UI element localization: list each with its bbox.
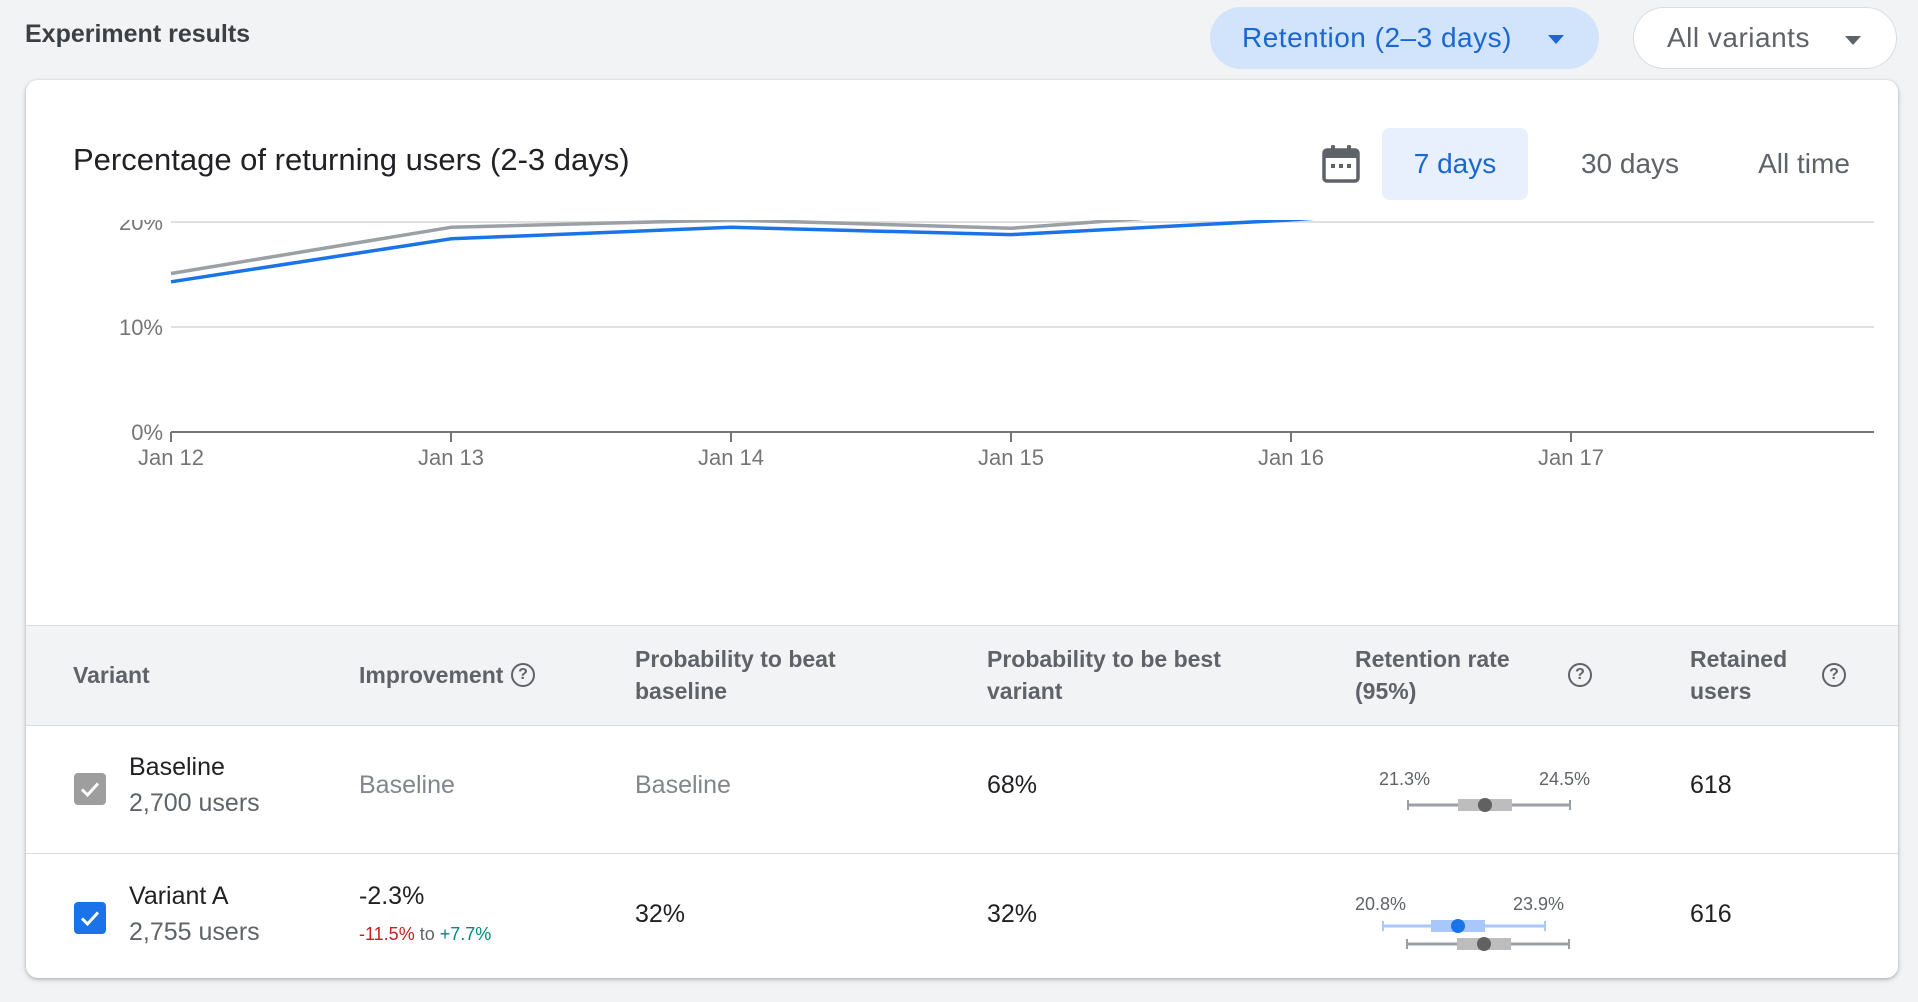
header-prob-best: Probability to be best variant bbox=[987, 646, 1221, 704]
check-icon bbox=[80, 911, 100, 927]
variant-users: 2,700 users bbox=[129, 789, 260, 817]
caret-down-icon bbox=[1845, 36, 1861, 45]
y-tick-label: 20% bbox=[119, 220, 163, 235]
prob-best-value: 32% bbox=[987, 900, 1038, 928]
header-variant: Variant bbox=[73, 662, 150, 688]
metric-dropdown[interactable]: Retention (2–3 days) bbox=[1210, 7, 1599, 69]
variant-a-series-line bbox=[170, 220, 1315, 284]
variants-dropdown[interactable]: All variants bbox=[1633, 7, 1897, 69]
baseline-series-line bbox=[170, 220, 1146, 276]
variant-users: 2,755 users bbox=[129, 918, 260, 946]
x-tick-label: Jan 17 bbox=[1538, 445, 1604, 470]
ci-low-label: 21.3% bbox=[1379, 769, 1431, 789]
page-title: Experiment results bbox=[25, 20, 251, 48]
check-icon bbox=[80, 782, 100, 798]
variant-ci-bar bbox=[1382, 919, 1570, 951]
x-tick-label: Jan 13 bbox=[418, 445, 484, 470]
prob-beat-value: 32% bbox=[635, 900, 686, 928]
x-tick-label: Jan 14 bbox=[698, 445, 764, 470]
help-icon[interactable]: ? bbox=[1822, 663, 1846, 687]
help-icon[interactable]: ? bbox=[511, 663, 535, 687]
calendar-icon[interactable] bbox=[1320, 143, 1362, 185]
results-card: Percentage of returning users (2-3 days)… bbox=[26, 80, 1898, 978]
improvement-range: -11.5% to +7.7% bbox=[359, 924, 491, 945]
header-retention-rate: Retention rate (95%) bbox=[1355, 646, 1510, 704]
header-retained-users: Retained users bbox=[1690, 646, 1788, 704]
variant-name: Baseline bbox=[129, 753, 225, 781]
chart-title: Percentage of returning users (2-3 days) bbox=[73, 142, 630, 177]
ci-low-label: 20.8% bbox=[1355, 894, 1407, 914]
header-improvement: Improvement bbox=[359, 662, 504, 688]
retained-value: 618 bbox=[1690, 771, 1732, 799]
table-header: Variant Improvement ? Probability to bea… bbox=[26, 625, 1898, 726]
variant-name: Variant A bbox=[129, 882, 229, 910]
header-prob-beat: Probability to beat baseline bbox=[635, 646, 836, 704]
range-30-days-button[interactable]: 30 days bbox=[1580, 148, 1680, 179]
y-tick-label: 0% bbox=[131, 420, 163, 445]
improvement-low: -11.5% bbox=[359, 924, 415, 944]
retention-line-chart: 0% 10% 20% Jan 12 Jan 13 Jan 14 Jan 15 Jan 16 Ja… bbox=[119, 220, 1874, 470]
ci-high-label: 23.9% bbox=[1513, 894, 1565, 914]
table-row: Variant A 2,755 users -2.3% -11.5% to +7… bbox=[26, 854, 1898, 978]
table-row: Baseline 2,700 users Baseline Baseline 6… bbox=[26, 725, 1898, 854]
variant-a-checkbox[interactable] bbox=[74, 902, 106, 934]
variants-dropdown-label: All variants bbox=[1667, 22, 1810, 53]
range-all-time-button[interactable]: All time bbox=[1758, 148, 1850, 179]
help-icon[interactable]: ? bbox=[1568, 663, 1592, 687]
metric-dropdown-label: Retention (2–3 days) bbox=[1242, 22, 1512, 53]
retained-value: 616 bbox=[1690, 900, 1732, 928]
improvement-value: Baseline bbox=[359, 771, 455, 799]
x-tick-label: Jan 12 bbox=[138, 445, 204, 470]
ci-high-label: 24.5% bbox=[1539, 769, 1591, 789]
improvement-value: -2.3% bbox=[359, 882, 425, 910]
baseline-checkbox[interactable] bbox=[74, 773, 106, 805]
x-tick-label: Jan 15 bbox=[978, 445, 1044, 470]
prob-beat-value: Baseline bbox=[635, 771, 731, 799]
range-7-days-button[interactable]: 7 days bbox=[1382, 128, 1528, 200]
x-tick-label: Jan 16 bbox=[1258, 445, 1324, 470]
prob-best-value: 68% bbox=[987, 771, 1038, 799]
improvement-high: +7.7% bbox=[439, 924, 492, 944]
improvement-to: to bbox=[419, 924, 435, 944]
baseline-ci-bar bbox=[1407, 798, 1571, 812]
y-tick-label: 10% bbox=[119, 315, 163, 340]
caret-down-icon bbox=[1548, 35, 1564, 44]
